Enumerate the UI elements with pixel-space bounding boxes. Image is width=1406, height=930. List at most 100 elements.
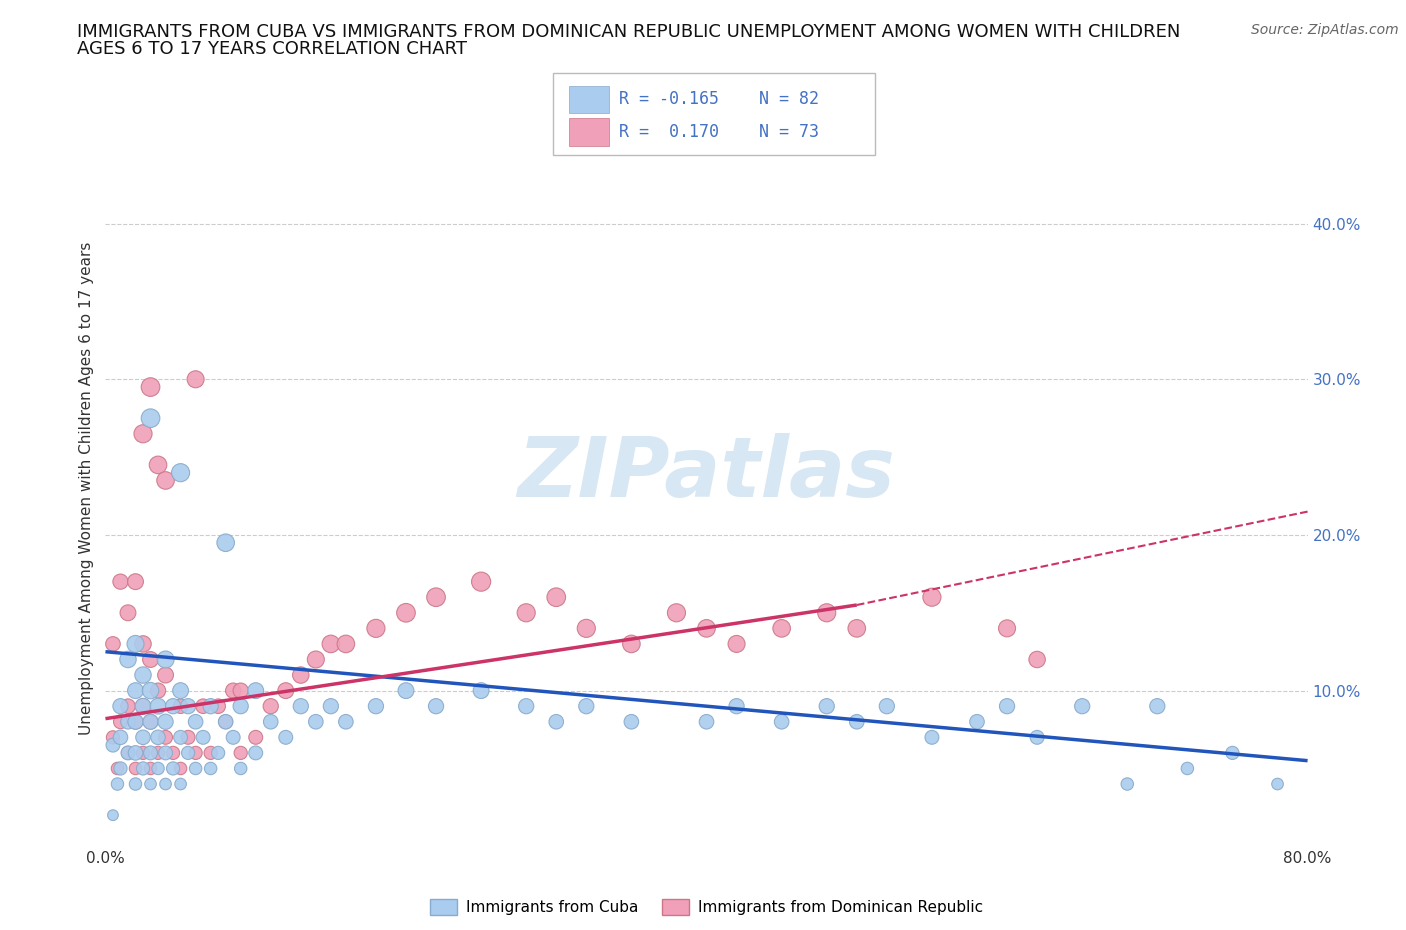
Point (101, 636, 124, 651)
Point (546, 714, 568, 729)
Point (117, 652, 139, 667)
Point (245, 730, 267, 745)
Point (470, 574, 492, 589)
Point (725, 698, 748, 713)
Point (155, 730, 177, 745)
Point (515, 698, 537, 713)
Point (546, 590, 568, 604)
Point (995, 621, 1018, 636)
Text: R = -0.165    N = 82: R = -0.165 N = 82 (619, 89, 818, 108)
Point (177, 746, 200, 761)
Point (139, 714, 162, 729)
Point (117, 698, 139, 713)
Point (184, 746, 207, 761)
Point (725, 636, 748, 651)
Point (200, 746, 222, 761)
Point (139, 777, 162, 791)
Point (169, 730, 191, 745)
Point (184, 761, 207, 776)
Point (620, 714, 643, 729)
Point (229, 698, 252, 713)
Point (214, 536, 236, 551)
Point (815, 698, 838, 713)
Point (169, 465, 191, 480)
Point (207, 698, 229, 713)
Point (260, 714, 283, 729)
Point (290, 698, 312, 713)
Point (162, 761, 184, 776)
Point (222, 684, 245, 698)
Point (515, 605, 537, 620)
Point (155, 746, 177, 761)
Point (132, 698, 155, 713)
Point (425, 698, 447, 713)
Point (124, 714, 146, 729)
Point (200, 761, 222, 776)
Point (214, 714, 236, 729)
Point (395, 605, 418, 620)
Point (1026, 652, 1049, 667)
Point (245, 746, 267, 761)
Text: ZIPatlas: ZIPatlas (517, 433, 896, 514)
Point (117, 605, 139, 620)
Point (132, 668, 155, 683)
Point (124, 636, 146, 651)
Point (177, 698, 200, 713)
Point (124, 746, 146, 761)
Point (132, 730, 155, 745)
Point (364, 621, 387, 636)
Point (815, 605, 838, 620)
Point (117, 714, 139, 729)
Point (245, 684, 267, 698)
Point (146, 761, 169, 776)
Point (169, 698, 191, 713)
Point (966, 714, 988, 729)
Point (1267, 777, 1289, 791)
Point (155, 668, 177, 683)
Point (222, 730, 245, 745)
Point (132, 746, 155, 761)
Point (139, 746, 162, 761)
Point (124, 777, 146, 791)
Point (132, 636, 155, 651)
Point (132, 426, 155, 441)
Point (139, 652, 162, 667)
Point (162, 746, 184, 761)
Point (146, 746, 169, 761)
Point (1175, 761, 1198, 776)
Point (921, 590, 943, 604)
Point (1222, 746, 1244, 761)
Point (139, 761, 162, 776)
Point (335, 714, 357, 729)
Point (101, 737, 124, 752)
Point (132, 698, 155, 713)
Point (845, 714, 868, 729)
Point (155, 652, 177, 667)
Point (162, 698, 184, 713)
Point (1116, 777, 1139, 791)
Point (169, 684, 191, 698)
Point (146, 684, 169, 698)
Point (110, 714, 132, 729)
Point (124, 684, 146, 698)
Point (107, 761, 129, 776)
Point (305, 714, 328, 729)
Point (319, 636, 342, 651)
Point (139, 684, 162, 698)
Point (132, 761, 155, 776)
Point (191, 730, 214, 745)
Point (290, 668, 312, 683)
Point (876, 698, 898, 713)
Point (107, 777, 129, 791)
Point (117, 746, 139, 761)
Point (207, 746, 229, 761)
Point (229, 746, 252, 761)
Point (845, 621, 868, 636)
Point (155, 473, 177, 488)
Point (139, 379, 162, 394)
Point (274, 684, 297, 698)
Point (155, 777, 177, 791)
Point (305, 652, 328, 667)
Point (696, 621, 718, 636)
Point (620, 636, 643, 651)
